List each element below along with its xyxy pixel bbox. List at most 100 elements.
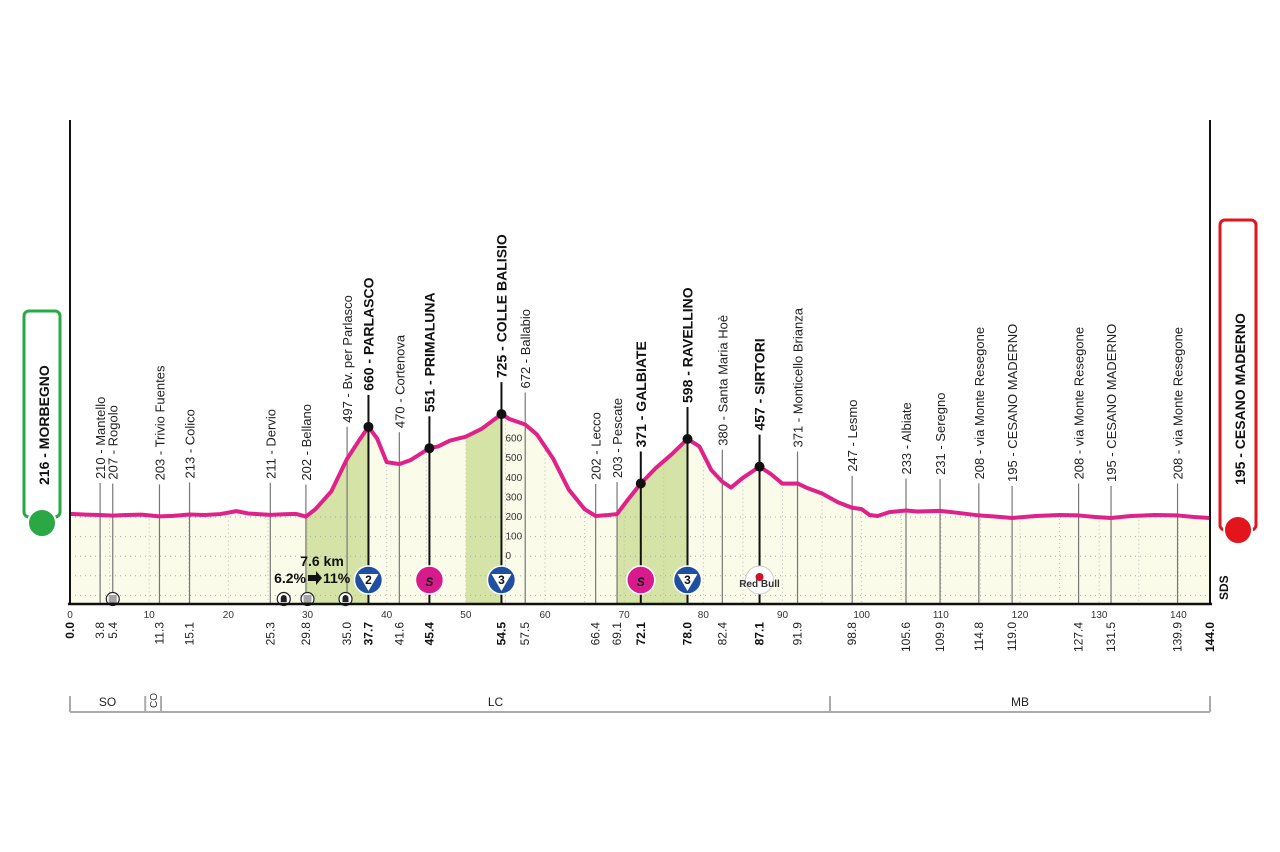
profile-line	[69, 412, 1211, 520]
arrow-right-icon	[308, 571, 322, 585]
waypoint-label: 371 - GALBIATE	[633, 341, 649, 447]
waypoint-label: 208 - via Monte Resegone	[972, 327, 987, 479]
waypoint-label: 208 - via Monte Resegone	[1072, 327, 1087, 479]
waypoint-label: 497 - Bv. per Parlasco	[340, 295, 355, 423]
brand-logo: SDS	[1217, 575, 1231, 600]
summit-dot	[496, 409, 507, 420]
finish-cyclist-icon	[1223, 515, 1253, 545]
province-label: MB	[1011, 695, 1029, 709]
km-label: 66.4	[589, 622, 603, 646]
sprint-icon	[626, 565, 656, 595]
elevation-tick-label: 200	[505, 512, 522, 523]
start-label: 216 - MORBEGNO	[36, 365, 52, 485]
climb-gradient-label: 6.2%	[274, 570, 306, 586]
x-tick-label: 120	[1012, 610, 1029, 621]
red-bull-sun	[755, 573, 764, 581]
gpm-category-number: 3	[684, 573, 691, 587]
province-label: CO	[149, 693, 160, 708]
waypoint-label: 457 - SIRTORI	[752, 338, 768, 430]
x-tick-label: 130	[1091, 610, 1108, 621]
km-label: 139.9	[1171, 622, 1185, 652]
waypoint-label: 725 - COLLE BALISIO	[493, 234, 509, 378]
summit-dot	[682, 433, 693, 444]
x-tick-label: 100	[853, 610, 870, 621]
start-cyclist-icon	[27, 508, 57, 538]
km-label: 11.3	[152, 622, 166, 645]
waypoint-label: 551 - PRIMALUNA	[421, 292, 437, 412]
waypoint-label: 195 - CESANO MADERNO	[1005, 324, 1020, 482]
tunnel-glyph	[342, 595, 349, 602]
waypoint-label: 247 - Lesmo	[845, 400, 860, 472]
x-tick-label: 70	[619, 610, 631, 621]
x-tick-label: 60	[539, 610, 551, 621]
x-tick-label: 10	[144, 610, 156, 621]
waypoint-label: 371 - Monticello Brianza	[791, 307, 806, 447]
waypoint-label: 598 - RAVELLINO	[680, 287, 696, 403]
tunnel-glyph	[280, 595, 287, 602]
km-label: 3.8	[93, 622, 107, 639]
province-label: LC	[488, 695, 504, 709]
waypoint-label: 672 - Ballabio	[518, 309, 533, 389]
elevation-tick-label: 500	[505, 453, 522, 464]
gpm-triangle-icon	[491, 574, 512, 591]
waypoint-label: 202 - Bellano	[299, 404, 314, 481]
km-label-start: 0.0	[63, 622, 77, 639]
x-tick-label: 110	[933, 610, 949, 621]
km-label: 25.3	[263, 622, 277, 646]
km-label: 57.5	[518, 622, 532, 646]
waypoint-label: 208 - via Monte Resegone	[1171, 327, 1186, 479]
waypoint-label: 660 - PARLASCO	[360, 277, 376, 390]
climb-length-label: 7.6 km	[300, 553, 344, 569]
km-label: 87.1	[753, 622, 767, 646]
gpm-triangle-icon	[358, 574, 379, 591]
sprint-icon	[414, 565, 445, 595]
km-label: 127.4	[1072, 622, 1086, 652]
x-tick-label: 50	[460, 610, 472, 621]
gpm-category-number: 2	[365, 573, 372, 587]
climb-max-gradient-label: 11%	[323, 570, 351, 586]
km-label: 131.5	[1104, 622, 1118, 652]
summit-dot	[363, 421, 374, 432]
x-tick-label: 80	[698, 610, 710, 621]
waypoint-label: 380 - Santa Maria Hoè	[715, 315, 730, 446]
climb-section	[305, 426, 369, 603]
waypoint-label: 470 - Cortenova	[392, 334, 407, 428]
km-label: 105.6	[899, 622, 913, 652]
summit-dot	[635, 478, 646, 489]
km-label: 109.9	[933, 622, 947, 652]
waypoint-label: 203 - Trivio Fuentes	[152, 365, 167, 480]
finish-label: 195 - CESANO MADERNO	[1232, 313, 1248, 485]
km-label: 54.5	[494, 622, 508, 646]
km-label: 45.4	[422, 622, 436, 646]
km-label: 91.9	[791, 622, 805, 646]
km-label: 41.6	[392, 622, 406, 646]
waypoint-label: 211 - Dervio	[263, 409, 278, 479]
x-tick-label: 140	[1170, 610, 1187, 621]
waypoint-label: 210 - Mantello	[93, 397, 108, 479]
km-label: 98.8	[845, 622, 859, 646]
sprint-letter: S	[637, 575, 645, 589]
waypoint-label: 203 - Pescate	[610, 398, 625, 478]
x-tick-label: 20	[223, 610, 235, 621]
x-tick-label: 40	[381, 610, 393, 621]
elevation-tick-label: 100	[505, 532, 522, 543]
km-label: 15.1	[183, 622, 197, 646]
km-label: 5.4	[106, 622, 120, 639]
red-bull-text: Red Bull	[739, 579, 780, 590]
km-label: 29.8	[299, 622, 313, 646]
waypoint-label: 231 - Seregno	[933, 393, 948, 475]
waypoint-label: 195 - CESANO MADERNO	[1104, 324, 1119, 482]
summit-dot	[754, 461, 765, 472]
km-label: 114.8	[972, 622, 986, 651]
km-label: 37.7	[361, 622, 375, 646]
waypoint-label: 207 - Rogolo	[106, 405, 121, 479]
summit-dot	[424, 443, 435, 454]
gpm-triangle-icon	[677, 574, 698, 591]
elevation-tick-label: 300	[505, 492, 522, 503]
sprint-letter: S	[425, 575, 433, 589]
elevation-tick-label: 0	[505, 551, 511, 562]
x-tick-label: 90	[777, 610, 789, 621]
climb-section	[465, 414, 502, 603]
km-label: 78.0	[681, 622, 695, 646]
